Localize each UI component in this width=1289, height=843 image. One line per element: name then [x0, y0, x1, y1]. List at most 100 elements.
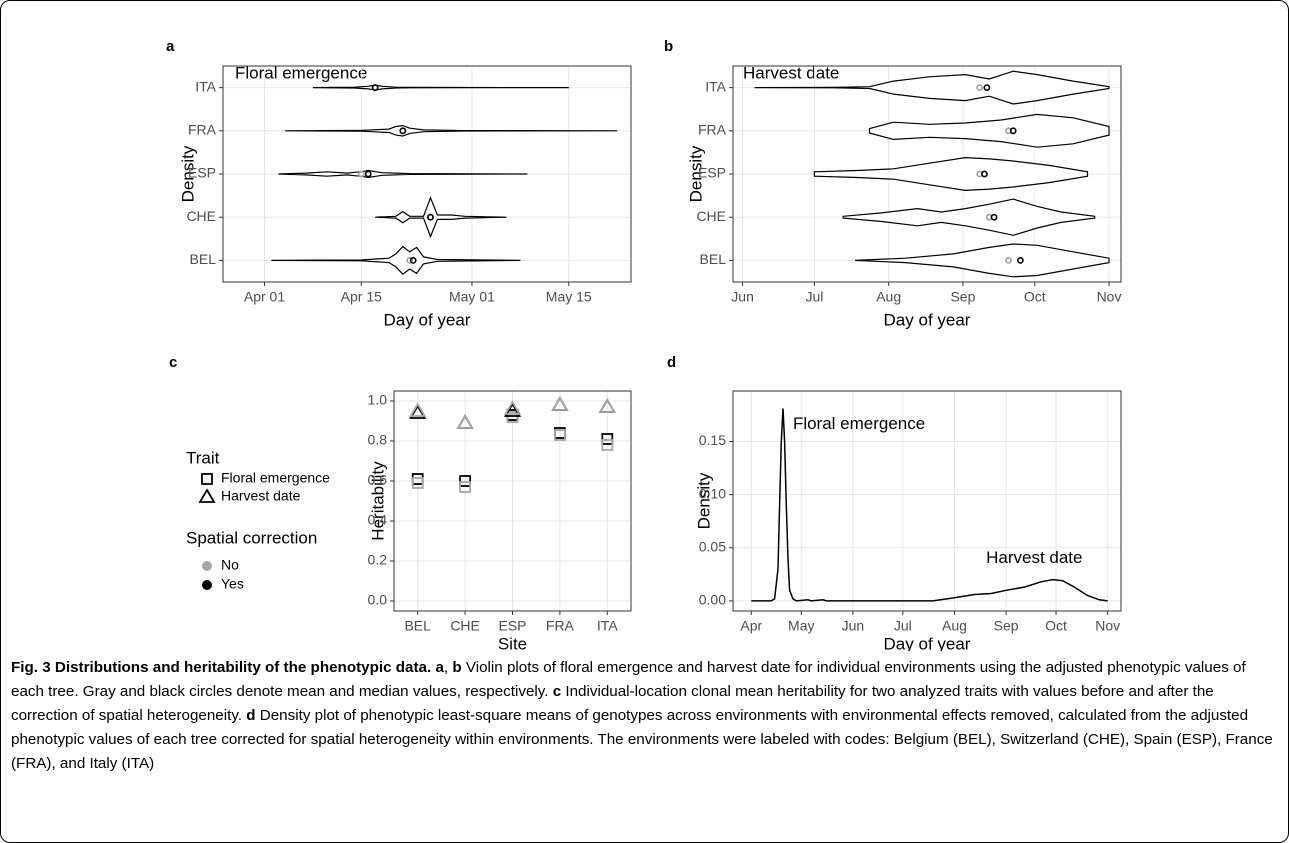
x-tick-label: Nov: [1097, 289, 1122, 305]
point: [601, 439, 614, 451]
violin: [278, 169, 528, 179]
y-tick-label: BEL: [190, 251, 217, 267]
x-tick-label: Jul: [894, 618, 912, 634]
panel-title: Harvest date: [743, 63, 839, 82]
x-axis-title: Day of year: [884, 634, 971, 651]
violin: [868, 113, 1110, 148]
legend-label: No: [221, 557, 239, 573]
x-tick-label: ESP: [498, 618, 526, 634]
violin: [855, 243, 1110, 278]
y-axis-title: Density: [694, 472, 713, 529]
caption-text: Violin plots of floral emergence and har…: [11, 659, 1250, 700]
point: [459, 475, 472, 487]
legend-title: Trait: [186, 448, 220, 467]
y-tick-label: CHE: [186, 208, 216, 224]
plot-border: [222, 65, 632, 283]
median-point: [1009, 127, 1017, 135]
y-tick-label: 0.05: [699, 538, 726, 554]
x-tick-label: Apr: [740, 618, 762, 634]
y-tick-label: 0.00: [699, 592, 726, 608]
caption-bold: d: [246, 707, 256, 724]
x-axis-title: Site: [498, 634, 527, 651]
median-point: [399, 127, 407, 135]
legend-symbol: [198, 488, 216, 503]
annotation: Floral emergence: [793, 414, 925, 433]
y-tick-label: ITA: [705, 78, 726, 94]
x-tick-label: May: [788, 618, 814, 634]
x-tick-label: CHE: [450, 618, 480, 634]
point: [551, 396, 569, 411]
x-tick-label: Jul: [805, 289, 823, 305]
y-tick-label: 0.15: [699, 432, 726, 448]
violin: [285, 124, 618, 137]
x-tick-label: FRA: [546, 618, 575, 634]
y-tick-label: FRA: [698, 122, 727, 138]
caption: Fig. 3 Distributions and heritability of…: [11, 656, 1277, 776]
plot-background: [733, 391, 1121, 611]
caption-bold: a: [435, 659, 444, 676]
y-tick-label: ITA: [195, 78, 216, 94]
point: [409, 402, 427, 417]
caption-text: ,: [443, 659, 453, 676]
point: [506, 411, 519, 423]
legend-symbol: [201, 473, 213, 485]
plot-border: [732, 390, 1122, 612]
panel-letter: c: [169, 354, 177, 371]
point: [456, 414, 474, 429]
legend-label: Yes: [221, 576, 244, 592]
x-axis-title: Day of year: [384, 310, 471, 329]
y-tick-label: 1.0: [368, 392, 388, 408]
y-tick-label: 0.10: [699, 485, 726, 501]
y-tick-label: BEL: [700, 251, 727, 267]
violin: [271, 245, 521, 276]
y-tick-label: FRA: [188, 122, 217, 138]
y-tick-label: ESP: [698, 165, 726, 181]
y-tick-label: 0.4: [368, 512, 388, 528]
x-tick-label: ITA: [597, 618, 618, 634]
point: [598, 398, 616, 413]
x-tick-label: Oct: [1045, 618, 1067, 634]
mean-point: [357, 170, 365, 178]
x-tick-label: BEL: [404, 618, 431, 634]
panel-letter: d: [667, 354, 676, 371]
mean-point: [976, 84, 984, 91]
legend-label: Floral emergence: [221, 470, 330, 486]
x-tick-label: Sep: [950, 289, 975, 305]
violin: [842, 198, 1096, 236]
x-tick-label: May 01: [449, 289, 495, 305]
point: [601, 433, 614, 445]
point: [503, 402, 522, 417]
y-tick-label: ESP: [188, 165, 216, 181]
median-point: [981, 170, 988, 178]
legend-symbol: [202, 580, 212, 590]
median-point: [990, 213, 998, 221]
charts: a Floral emergence Day of year Density Apr 0…: [166, 38, 1122, 651]
x-tick-label: Apr 15: [341, 289, 382, 305]
point: [411, 477, 424, 489]
legend-title: Spatial correction: [186, 528, 317, 547]
x-axis-title: Day of year: [884, 310, 971, 329]
annotation: Harvest date: [986, 548, 1082, 567]
violin: [754, 70, 1110, 105]
y-tick-label: CHE: [696, 208, 726, 224]
median-point: [409, 256, 417, 264]
point: [459, 481, 472, 493]
x-tick-label: May 15: [546, 289, 592, 305]
y-tick-label: 0.0: [368, 592, 388, 608]
x-tick-label: Aug: [942, 618, 967, 634]
legend-label: Harvest date: [221, 488, 301, 504]
point: [503, 400, 522, 415]
caption-text: Individual-location clonal mean heritabi…: [11, 683, 1218, 724]
mean-point: [1005, 256, 1012, 264]
violin: [813, 156, 1089, 192]
plot-border: [393, 390, 632, 612]
panel-letter: a: [166, 38, 175, 55]
panel-title: Floral emergence: [235, 63, 367, 82]
median-point: [427, 213, 434, 221]
caption-bold: Fig. 3 Distributions and heritability of…: [11, 659, 432, 676]
median-point: [983, 84, 991, 91]
caption-text: Density plot of phenotypic least-square …: [11, 707, 1277, 772]
y-tick-label: 0.8: [368, 432, 388, 448]
legend-symbol: [202, 561, 212, 571]
